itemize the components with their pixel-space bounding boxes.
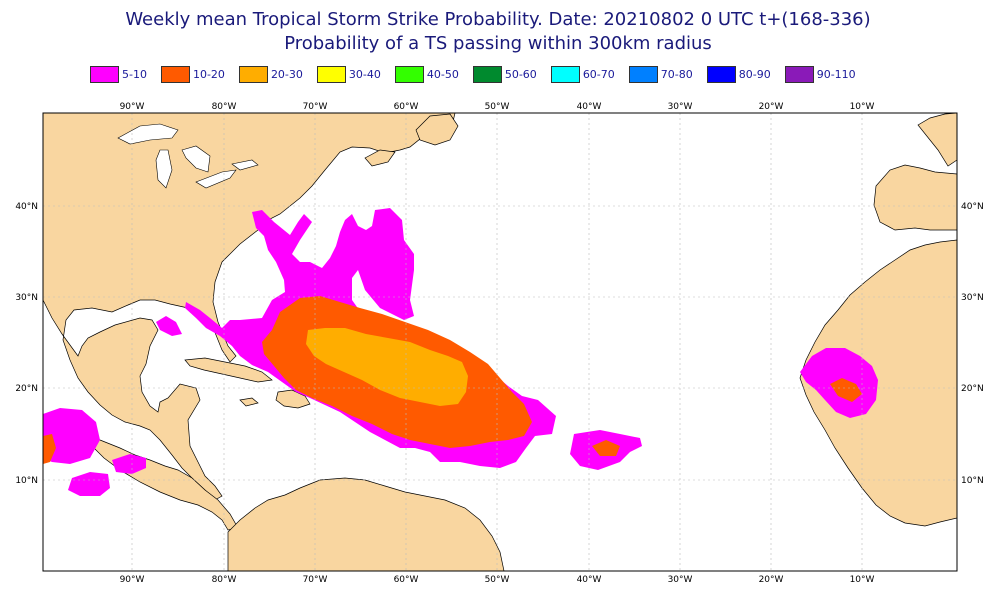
legend-label: 40-50 <box>426 67 459 81</box>
lakes <box>117 123 259 189</box>
prob-10-20-capeverde <box>830 378 862 402</box>
lon-label: 80°W <box>212 575 237 585</box>
lake-ontario <box>231 159 259 171</box>
lon-labels-bottom: 90°W 80°W 70°W 60°W 50°W 40°W 30°W 20°W … <box>120 575 875 585</box>
legend-item: 80-90 <box>706 64 771 84</box>
legend-swatch <box>160 65 190 83</box>
lon-label: 90°W <box>120 102 145 112</box>
lon-label: 60°W <box>394 575 419 585</box>
prob-5-10-pacific-2 <box>68 472 110 496</box>
legend-item: 60-70 <box>550 64 615 84</box>
land-layer <box>43 113 957 571</box>
legend-label: 30-40 <box>348 67 381 81</box>
lon-label: 90°W <box>120 575 145 585</box>
lon-label: 10°W <box>850 575 875 585</box>
lat-label: 30°N <box>961 293 984 303</box>
map-title: Weekly mean Tropical Storm Strike Probab… <box>125 9 871 30</box>
prob-5-10-pacific-1 <box>43 408 100 464</box>
prob-10-20-pacific <box>43 434 56 464</box>
lon-label: 50°W <box>485 102 510 112</box>
lon-label: 20°W <box>759 575 784 585</box>
legend-label: 70-80 <box>660 67 693 81</box>
legend-swatch <box>316 65 346 83</box>
legend-item: 50-60 <box>472 64 537 84</box>
legend-item: 5-10 <box>90 64 147 84</box>
south-america-land <box>227 477 505 571</box>
map-subtitle: Probability of a TS passing within 300km… <box>284 33 712 54</box>
lon-label: 30°W <box>668 575 693 585</box>
legend: 5-10 10-20 20-30 30-40 40-50 50-60 60-70… <box>90 64 870 84</box>
cuba-land <box>184 357 273 383</box>
lat-label: 20°N <box>961 384 984 394</box>
lon-label: 40°W <box>577 102 602 112</box>
lake-erie <box>195 169 237 189</box>
probability-layer <box>43 208 878 496</box>
legend-swatch <box>472 65 502 83</box>
legend-item: 40-50 <box>394 64 459 84</box>
legend-label: 10-20 <box>192 67 225 81</box>
lon-label: 80°W <box>212 102 237 112</box>
legend-swatch <box>90 65 119 83</box>
legend-swatch <box>628 65 658 83</box>
legend-swatch <box>238 65 268 83</box>
legend-label: 20-30 <box>270 67 303 81</box>
map-frame <box>42 112 958 572</box>
lon-label: 70°W <box>303 575 328 585</box>
lat-label: 20°N <box>15 384 38 394</box>
central-america-land <box>43 417 239 531</box>
lon-label: 40°W <box>577 575 602 585</box>
europe-corner-land <box>917 113 957 167</box>
lat-label: 40°N <box>961 202 984 212</box>
lon-labels-top: 90°W 80°W 70°W 60°W 50°W 40°W 30°W 20°W … <box>120 102 875 112</box>
legend-item: 20-30 <box>238 64 303 84</box>
north-america-land <box>43 113 456 501</box>
legend-swatch <box>394 65 424 83</box>
lon-label: 10°W <box>850 102 875 112</box>
legend-label: 5-10 <box>122 67 147 81</box>
lake-michigan <box>155 149 173 189</box>
lat-label: 40°N <box>15 202 38 212</box>
legend-item: 90-110 <box>784 64 856 84</box>
lat-labels-right: 40°N 30°N 20°N 10°N <box>961 202 984 486</box>
map-canvas <box>43 113 957 571</box>
lon-label: 50°W <box>485 575 510 585</box>
legend-item: 30-40 <box>316 64 381 84</box>
lat-label: 30°N <box>15 293 38 303</box>
lake-superior <box>117 123 179 145</box>
prob-10-20-east <box>592 440 620 456</box>
jamaica-land <box>239 397 259 407</box>
nova-scotia-land <box>364 149 396 167</box>
legend-label: 60-70 <box>582 67 615 81</box>
legend-swatch <box>784 65 814 83</box>
lat-label: 10°N <box>15 476 38 486</box>
lat-label: 10°N <box>961 476 984 486</box>
legend-swatch <box>550 65 580 83</box>
prob-20-30-core <box>306 328 468 406</box>
legend-swatch <box>706 65 736 83</box>
iberia-land <box>873 164 957 231</box>
legend-item: 70-80 <box>628 64 693 84</box>
lat-labels-left: 40°N 30°N 20°N 10°N <box>15 202 38 486</box>
legend-label: 50-60 <box>504 67 537 81</box>
lake-huron <box>181 145 211 173</box>
lon-label: 20°W <box>759 102 784 112</box>
legend-item: 10-20 <box>160 64 225 84</box>
lon-label: 60°W <box>394 102 419 112</box>
legend-label: 90-110 <box>816 67 856 81</box>
lon-label: 30°W <box>668 102 693 112</box>
newfoundland-land <box>415 113 459 146</box>
hispaniola-land <box>275 389 311 409</box>
lon-label: 70°W <box>303 102 328 112</box>
graticule <box>43 113 957 571</box>
legend-label: 80-90 <box>738 67 771 81</box>
prob-5-10-pacific-3 <box>112 454 146 474</box>
africa-land <box>799 239 957 527</box>
prob-5-10-westtip <box>156 316 182 336</box>
